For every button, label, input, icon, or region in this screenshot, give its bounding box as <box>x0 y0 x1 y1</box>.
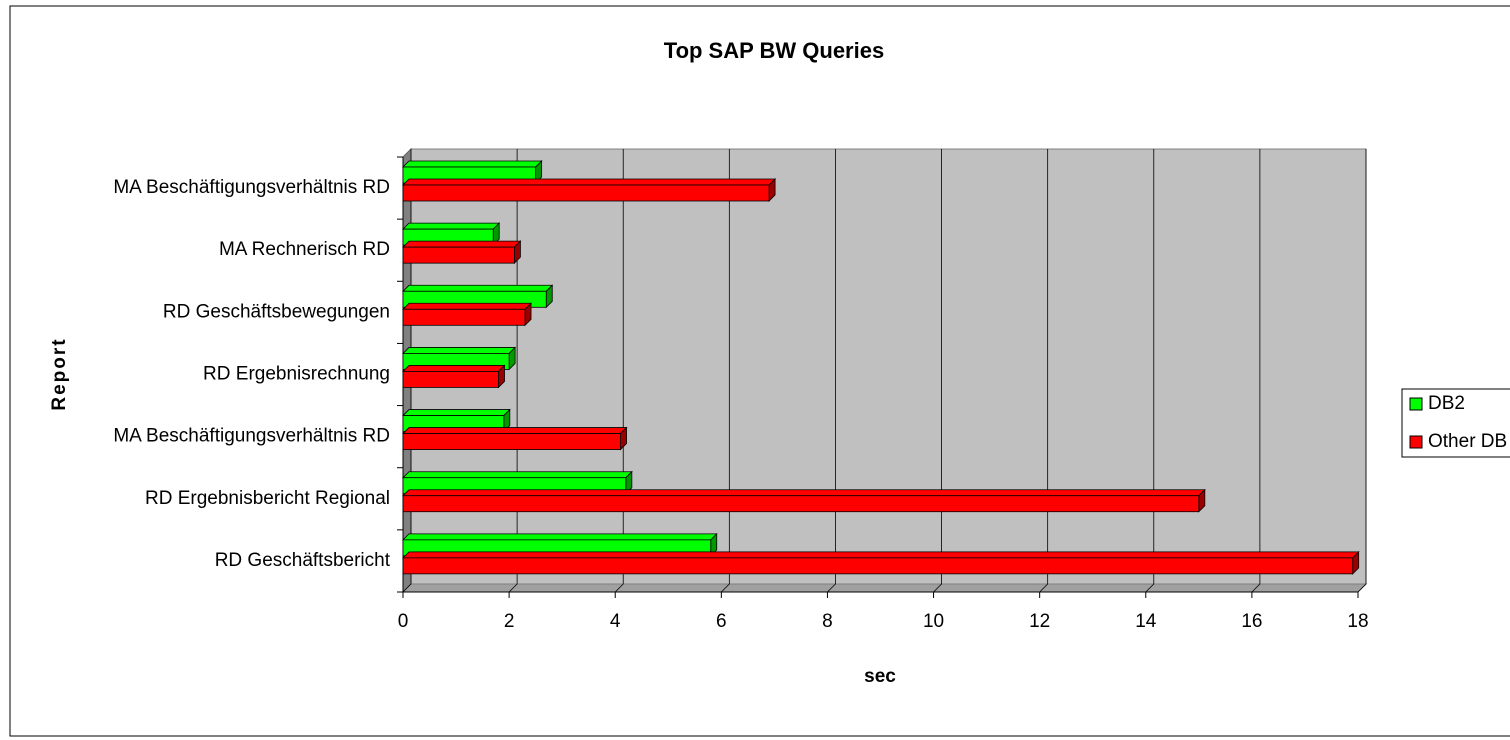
x-tick-label: 0 <box>398 611 409 632</box>
bar-top <box>402 551 1360 559</box>
y-tick-label: RD Ergebnisrechnung <box>203 364 390 385</box>
grid-line <box>721 149 730 593</box>
y-tick-label: RD Geschäftsbewegungen <box>163 301 390 322</box>
bar <box>402 364 506 389</box>
bar <box>402 302 532 327</box>
bar-top <box>402 347 517 354</box>
x-tick-label: 2 <box>504 611 515 632</box>
x-tick-label: 16 <box>1241 611 1262 632</box>
grid-line <box>933 149 942 593</box>
bar-top <box>402 471 633 479</box>
back-wall <box>410 148 1367 585</box>
bar-front <box>402 246 515 264</box>
grid-line <box>1039 149 1049 593</box>
bar-top <box>402 160 543 168</box>
legend-label: Other DB <box>1428 431 1507 452</box>
bar-top <box>402 365 506 372</box>
x-tick-label: 12 <box>1029 611 1050 632</box>
bar-top <box>402 302 532 310</box>
bar-front <box>402 184 770 202</box>
bar-top <box>402 427 628 434</box>
bar-top <box>402 533 718 541</box>
legend-swatch <box>1409 397 1423 411</box>
bar-top <box>402 489 1206 497</box>
grid-line <box>827 149 836 593</box>
bar <box>402 178 777 202</box>
x-tick-label: 4 <box>610 611 621 632</box>
bar-top <box>402 409 511 416</box>
x-tick-label: 14 <box>1135 611 1157 632</box>
y-tick-label: MA Beschäftigungsverhältnis RD <box>113 177 390 198</box>
bar-top <box>402 240 522 248</box>
y-tick-label: RD Geschäftsbericht <box>215 550 391 571</box>
bar-front <box>402 308 526 326</box>
bar-top <box>402 178 777 186</box>
legend-swatch <box>1409 435 1423 449</box>
x-tick-label: 18 <box>1347 611 1368 632</box>
y-tick-label: MA Beschäftigungsverhältnis RD <box>113 426 390 447</box>
bar-front <box>402 495 1200 513</box>
bar-top <box>402 284 554 292</box>
chart-title: Top SAP BW Queries <box>664 38 884 63</box>
x-tick-label: 10 <box>923 611 944 632</box>
x-tick-label: 8 <box>822 611 833 632</box>
bar-top <box>402 222 501 230</box>
y-tick-label: RD Ergebnisbericht Regional <box>145 488 390 509</box>
grid-line <box>1145 149 1155 593</box>
bar-front <box>402 557 1354 575</box>
legend-label: DB2 <box>1428 393 1465 414</box>
bar <box>402 550 1360 575</box>
y-tick-label: MA Rechnerisch RD <box>219 239 390 260</box>
bar-front <box>402 433 621 450</box>
grid-line <box>1357 149 1367 593</box>
floor <box>401 583 1368 593</box>
x-axis-label: sec <box>864 666 896 687</box>
bar-front <box>402 371 499 388</box>
bar <box>402 240 522 265</box>
grid-line <box>614 149 624 593</box>
grid-line <box>1251 149 1261 593</box>
x-tick-label: 6 <box>716 611 727 632</box>
bar <box>402 426 628 451</box>
bar <box>402 488 1206 513</box>
y-axis-label: Report <box>49 337 70 410</box>
